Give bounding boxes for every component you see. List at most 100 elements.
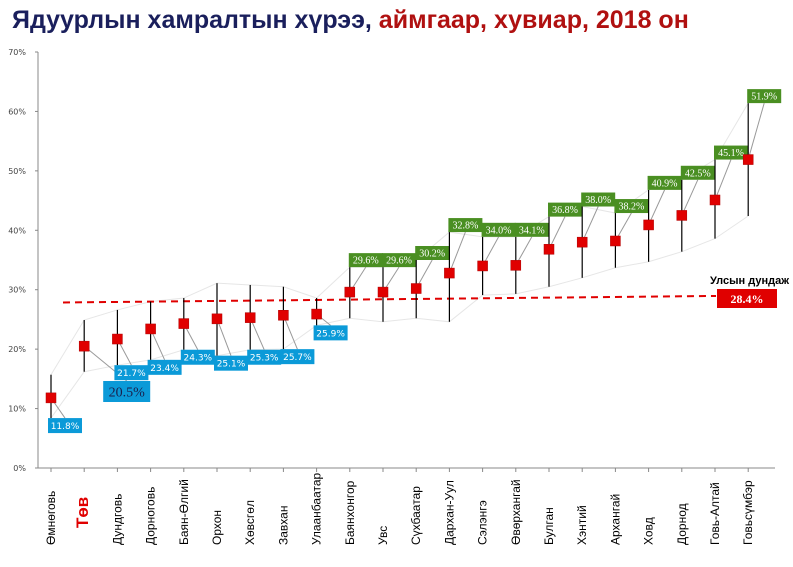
national-average-label: Улсын дундаж [710, 275, 789, 287]
national-average-value: 28.4% [731, 292, 764, 306]
category-label: Өвөрхангай [509, 479, 523, 545]
value-label: 23.4% [150, 364, 179, 374]
data-point [643, 219, 654, 231]
data-point [742, 154, 754, 165]
value-label-box [581, 192, 616, 207]
data-point-group: 29.6% [344, 253, 383, 319]
category-label: Хөвсгөл [243, 500, 257, 545]
category-label: Өмнөговь [44, 491, 58, 545]
data-point [610, 235, 621, 247]
data-point [211, 313, 223, 325]
data-point-group: 25.9% [311, 298, 348, 341]
value-label-box [680, 165, 715, 180]
value-label: 30.2% [419, 249, 445, 260]
category-label: Баянхонгор [343, 480, 357, 545]
data-point [477, 260, 488, 272]
value-label: 25.7% [283, 353, 312, 363]
data-point [676, 210, 688, 221]
y-tick-label: 20% [8, 345, 26, 354]
data-point [709, 194, 721, 206]
data-point-group: 21.7% [112, 309, 149, 381]
category-label: Улаанбаатар [310, 472, 324, 545]
y-tick-label: 0% [13, 464, 26, 473]
data-point [576, 236, 588, 248]
value-label-box [280, 349, 315, 365]
category-label: Говьсүмбэр [741, 480, 755, 545]
value-label-box [180, 349, 215, 365]
data-point-group: 38.0% [576, 192, 616, 278]
value-label-box [348, 253, 383, 268]
data-point-group: 25.7% [278, 286, 315, 365]
value-label-box [647, 175, 682, 190]
leader-line [249, 317, 265, 350]
data-point-group: 36.8% [543, 202, 582, 287]
leader-line [216, 318, 232, 356]
value-label: 11.8% [51, 422, 80, 432]
y-tick-label: 70% [8, 48, 26, 57]
data-point-group: 32.8% [444, 218, 483, 322]
category-label: Хэнтий [575, 505, 589, 545]
value-label-box [147, 359, 182, 375]
value-label-box [548, 202, 582, 217]
value-label: 36.8% [552, 205, 578, 216]
data-point [510, 260, 522, 271]
value-label: 34.0% [486, 225, 512, 236]
leader-line [648, 189, 666, 226]
data-point-group: 25.3% [244, 284, 282, 365]
data-point-group: 38.2% [610, 199, 649, 268]
lower-bound-line [50, 215, 749, 419]
leader-line [714, 159, 732, 201]
title-part-1: Ядуурлын хамралтын хүрээ, [12, 6, 379, 34]
data-point [244, 312, 256, 323]
category-label: Дархан-Уул [442, 480, 456, 545]
value-label: 51.9% [751, 92, 777, 103]
value-label-box [614, 199, 649, 214]
data-point-group: 24.3% [178, 298, 215, 365]
y-tick-label: 40% [8, 226, 26, 235]
category-label: Орхон [210, 510, 224, 545]
data-point-group: 51.9% [742, 89, 782, 217]
value-label-box [382, 253, 416, 268]
value-label-box [448, 218, 483, 233]
data-point [311, 308, 322, 320]
data-point-group: 34.0% [477, 222, 516, 296]
data-point-group: 20.5% [78, 320, 151, 402]
national-average-box [717, 289, 777, 308]
category-label: Дорнод [675, 503, 689, 545]
value-label-box [514, 222, 549, 237]
value-label: 34.1% [519, 225, 545, 236]
value-label: 32.8% [452, 221, 478, 232]
leader-line [548, 216, 566, 250]
value-label: 29.6% [353, 256, 379, 267]
category-label: Завхан [276, 506, 290, 545]
data-point-group: 11.8% [45, 374, 82, 434]
value-label-box [747, 89, 782, 104]
category-label: Баян-Өлгий [177, 479, 191, 545]
category-label: Булган [542, 507, 556, 545]
data-point-group: 45.1% [709, 145, 748, 239]
y-tick-label: 10% [8, 405, 26, 414]
value-label-box [103, 381, 151, 402]
data-point [78, 340, 90, 352]
y-tick-label: 60% [8, 107, 26, 116]
category-label: Увс [376, 526, 390, 545]
leader-line [581, 206, 599, 243]
value-label: 45.1% [718, 148, 744, 159]
category-label: Дундговь [110, 494, 124, 545]
value-label-box [48, 418, 82, 434]
leader-line [747, 102, 765, 160]
y-tick-label: 50% [8, 167, 26, 176]
category-label: Архангай [608, 494, 622, 545]
data-point [112, 333, 123, 345]
value-label: 21.7% [117, 369, 146, 379]
value-label: 38.2% [618, 202, 644, 213]
value-label: 42.5% [685, 168, 711, 179]
value-label: 38.0% [585, 195, 611, 206]
value-label-box [313, 325, 348, 341]
data-point-group: 25.1% [211, 283, 248, 371]
value-label-box [214, 355, 248, 371]
value-label-box [114, 365, 149, 381]
data-point [178, 318, 190, 329]
chart-title: Ядуурлын хамралтын хүрээ, аймгаар, хувиа… [12, 6, 689, 35]
